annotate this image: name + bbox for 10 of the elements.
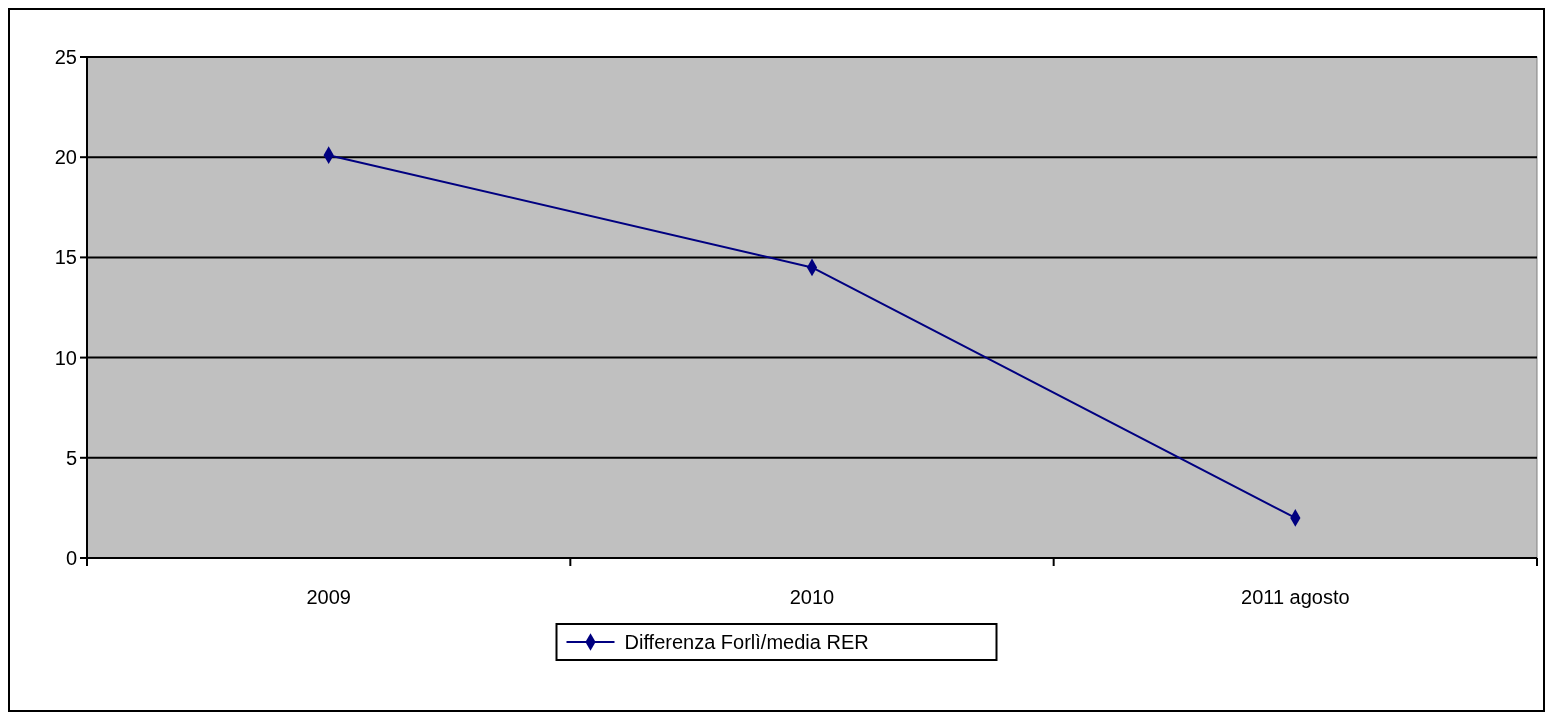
legend-label: Differenza Forlì/media RER: [624, 631, 869, 653]
x-tick-label: 2009: [306, 586, 351, 608]
y-tick-label: 25: [54, 46, 77, 68]
y-tick-label: 15: [54, 246, 77, 269]
y-tick-label: 10: [54, 346, 77, 369]
x-tick-label: 2010: [789, 586, 835, 608]
y-tick-label: 20: [54, 146, 77, 169]
y-tick-label: 0: [65, 547, 77, 569]
x-tick-label: 2011 agosto: [1241, 586, 1350, 608]
y-tick-label: 5: [65, 446, 77, 469]
